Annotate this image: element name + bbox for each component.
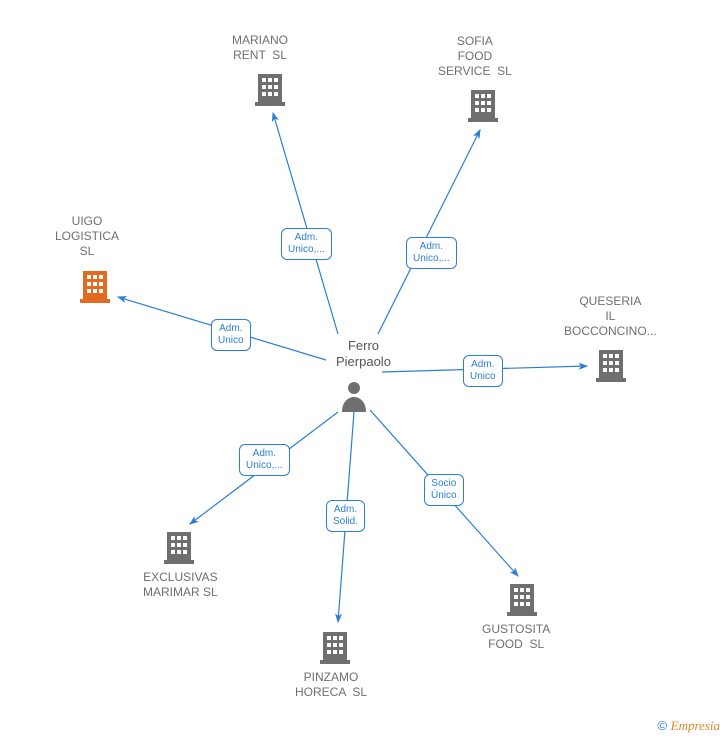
company-node-label: QUESERIA IL BOCCONCINO... (564, 294, 657, 339)
edge-role-label: Adm. Unico,... (406, 237, 457, 269)
edge-line (273, 113, 338, 334)
edge-role-label: Adm. Unico (211, 319, 251, 351)
company-node-label: MARIANO RENT SL (232, 33, 288, 63)
company-node-label: GUSTOSITA FOOD SL (482, 622, 550, 652)
credit-brand: Empresia (671, 718, 720, 733)
company-node-label: UIGO LOGISTICA SL (55, 214, 119, 259)
edge-role-label: Adm. Unico,... (281, 228, 332, 260)
copyright-symbol: © (657, 718, 667, 733)
building-icon (507, 582, 537, 621)
building-icon (468, 88, 498, 127)
company-node-label: SOFIA FOOD SERVICE SL (438, 34, 512, 79)
edge-role-label: Adm. Solid. (326, 500, 365, 532)
credit-label: © Empresia (657, 718, 720, 734)
building-icon (255, 72, 285, 111)
person-icon (340, 380, 368, 417)
building-icon (164, 530, 194, 569)
center-person-label: Ferro Pierpaolo (336, 338, 391, 371)
edge-role-label: Adm. Unico (463, 355, 503, 387)
building-icon (596, 348, 626, 387)
edge-role-label: Adm. Unico,... (239, 444, 290, 476)
building-icon (80, 269, 110, 308)
edge-line (378, 130, 480, 334)
building-icon (320, 630, 350, 669)
company-node-label: EXCLUSIVAS MARIMAR SL (143, 570, 218, 600)
diagram-canvas: Ferro Pierpaolo MARIANO RENT SL SOFIA FO… (0, 0, 728, 740)
edge-role-label: Socio Único (424, 474, 464, 506)
company-node-label: PINZAMO HORECA SL (295, 670, 367, 700)
